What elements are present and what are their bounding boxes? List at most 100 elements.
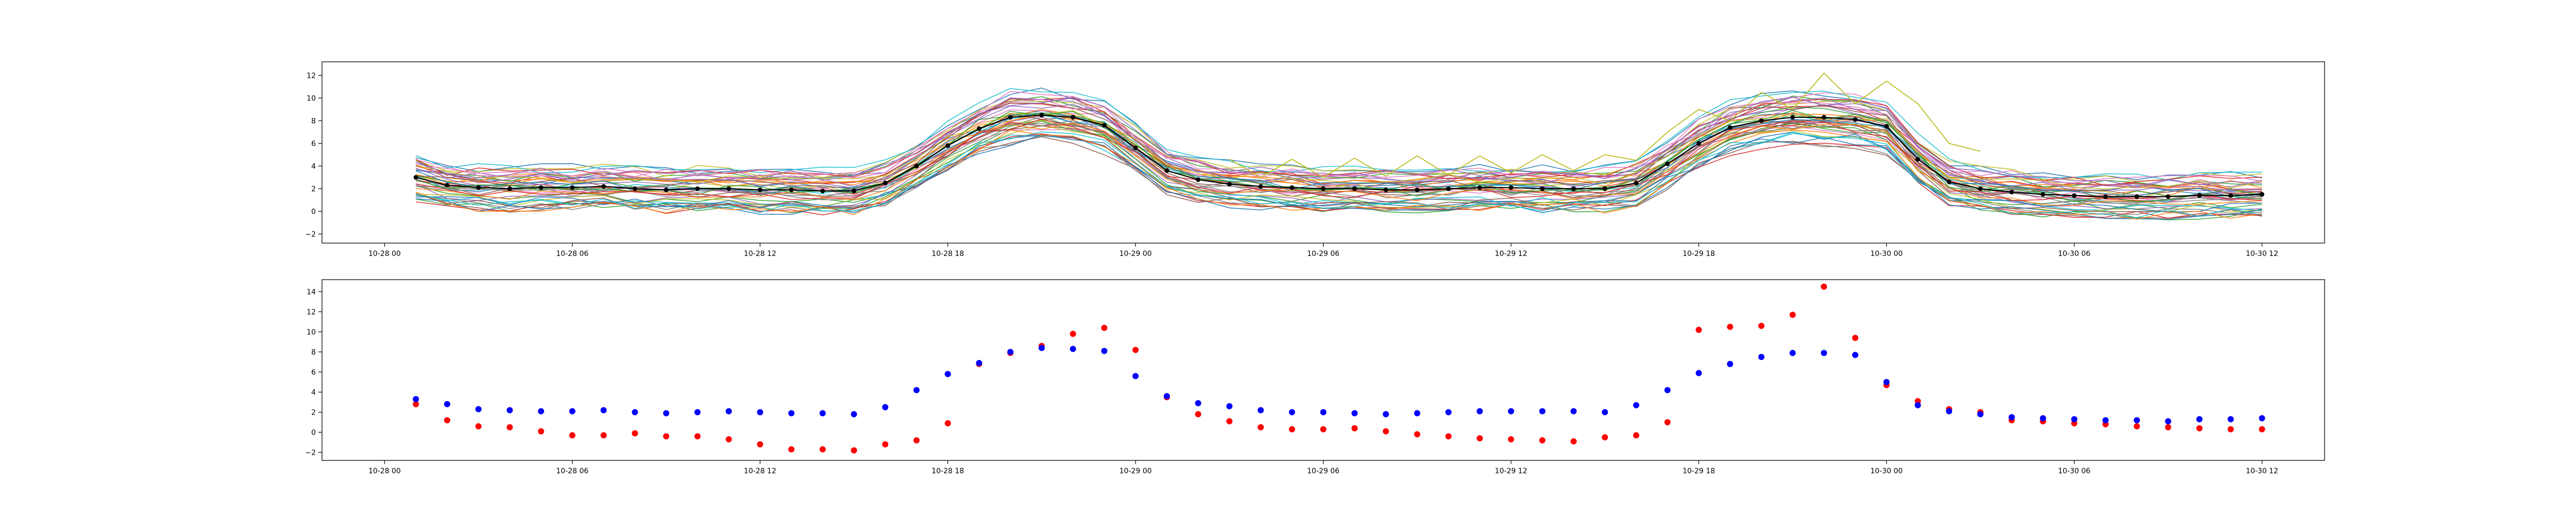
blue-point	[1821, 350, 1827, 356]
blue-point	[882, 404, 889, 410]
red-point	[757, 441, 764, 448]
red-point	[1258, 424, 1264, 431]
top-x-tick-label: 10-29 12	[1495, 250, 1527, 258]
red-point	[1195, 411, 1201, 418]
ensemble-member-line	[415, 112, 2262, 198]
mean-point	[1477, 185, 1482, 190]
bottom-y-tick-label: 10	[307, 328, 316, 336]
mean-point	[820, 188, 825, 194]
red-point	[694, 433, 701, 440]
top-x-tick-label: 10-29 00	[1120, 250, 1152, 258]
top-y-tick-label: 4	[311, 162, 316, 170]
mean-point	[1790, 115, 1795, 120]
red-point	[1789, 312, 1796, 318]
mean-point	[1008, 115, 1013, 120]
mean-line	[415, 114, 2262, 197]
blue-point	[1289, 409, 1295, 416]
observation-scatter-chart: −2 0 2 4 6 8 10 12 14 10-28 00 10-28 06 10-28 12 10-…	[305, 279, 2325, 475]
top-y-tick-label: 8	[311, 117, 316, 125]
blue-point	[2259, 415, 2265, 422]
red-point	[1664, 419, 1671, 425]
top-x-tick-label: 10-28 00	[368, 250, 401, 258]
bottom-x-tick-label: 10-29 12	[1495, 467, 1527, 475]
mean-point	[601, 184, 606, 189]
red-point	[1507, 436, 1514, 443]
mean-point	[1946, 179, 1952, 184]
top-y-tick-label: 0	[311, 208, 316, 216]
top-y-tick-label: 6	[311, 140, 316, 148]
ensemble-member-line	[416, 122, 2262, 206]
blue-point	[1570, 408, 1577, 415]
blue-point	[569, 408, 575, 415]
red-point	[2165, 424, 2172, 431]
blue-point	[1038, 345, 1045, 351]
blue-point	[1883, 379, 1890, 385]
blue-point	[1946, 408, 1953, 415]
blue-point	[1696, 370, 1702, 376]
mean-point	[1509, 185, 1514, 190]
red-point	[1852, 335, 1858, 341]
mean-point	[1101, 123, 1107, 128]
top-y-tick-label: 2	[311, 185, 316, 193]
top-x-tick-label: 10-30 06	[2058, 250, 2091, 258]
top-y-tick-label: 12	[307, 72, 316, 80]
mean-point	[695, 186, 700, 191]
red-point	[1821, 283, 1827, 290]
blue-point	[1351, 410, 1358, 417]
mean-point	[851, 188, 856, 194]
red-point	[1539, 437, 1546, 443]
bottom-y-tick-label: 2	[311, 408, 316, 417]
mean-point	[1258, 184, 1263, 189]
ensemble-member-line	[416, 88, 2262, 180]
blue-point	[2227, 416, 2234, 423]
mean-point	[1634, 180, 1639, 185]
blue-point	[1163, 393, 1170, 400]
blue-point	[1789, 350, 1796, 356]
blue-series	[413, 345, 2265, 424]
red-point	[819, 446, 826, 453]
mean-point	[1133, 145, 1138, 150]
mean-point	[2103, 194, 2108, 199]
top-x-tick-label: 10-28 12	[744, 250, 776, 258]
ensemble-member-line	[415, 121, 2262, 217]
mean-point	[883, 180, 888, 185]
mean-point	[2197, 193, 2202, 198]
red-point	[1570, 438, 1577, 444]
blue-point	[632, 409, 638, 416]
mean-point	[2260, 192, 2265, 197]
red-point	[1477, 435, 1483, 442]
blue-point	[2133, 417, 2140, 423]
mean-point	[1915, 157, 1920, 162]
mean-point	[1884, 124, 1889, 129]
red-point	[569, 432, 575, 439]
mean-point	[914, 163, 919, 168]
ensemble-members	[415, 88, 2262, 220]
red-point	[1414, 431, 1420, 438]
red-point	[1320, 426, 1327, 433]
blue-point	[444, 401, 450, 407]
blue-point	[1477, 408, 1483, 415]
mean-point	[1196, 177, 1201, 182]
mean-point	[476, 185, 481, 190]
red-point	[600, 432, 607, 439]
blue-point	[1758, 354, 1765, 360]
mean-point	[1071, 115, 1076, 120]
bottom-y-tick-label: −2	[305, 449, 316, 457]
red-point	[2133, 423, 2140, 430]
blue-point	[976, 359, 982, 366]
mean-point	[1383, 187, 1388, 193]
blue-point	[1539, 408, 1546, 415]
red-point	[788, 446, 795, 453]
ensemble-member-line	[415, 88, 2262, 181]
red-point	[1289, 426, 1295, 433]
top-y-tick-label: −2	[305, 230, 316, 238]
red-point	[725, 436, 732, 443]
blue-point	[663, 410, 670, 417]
blue-point	[2165, 418, 2172, 424]
blue-point	[819, 410, 826, 417]
spike-member-line	[1229, 72, 1981, 178]
blue-point	[1070, 346, 1076, 352]
top-x-tick-label: 10-28 18	[931, 250, 964, 258]
red-point	[1727, 323, 1734, 330]
